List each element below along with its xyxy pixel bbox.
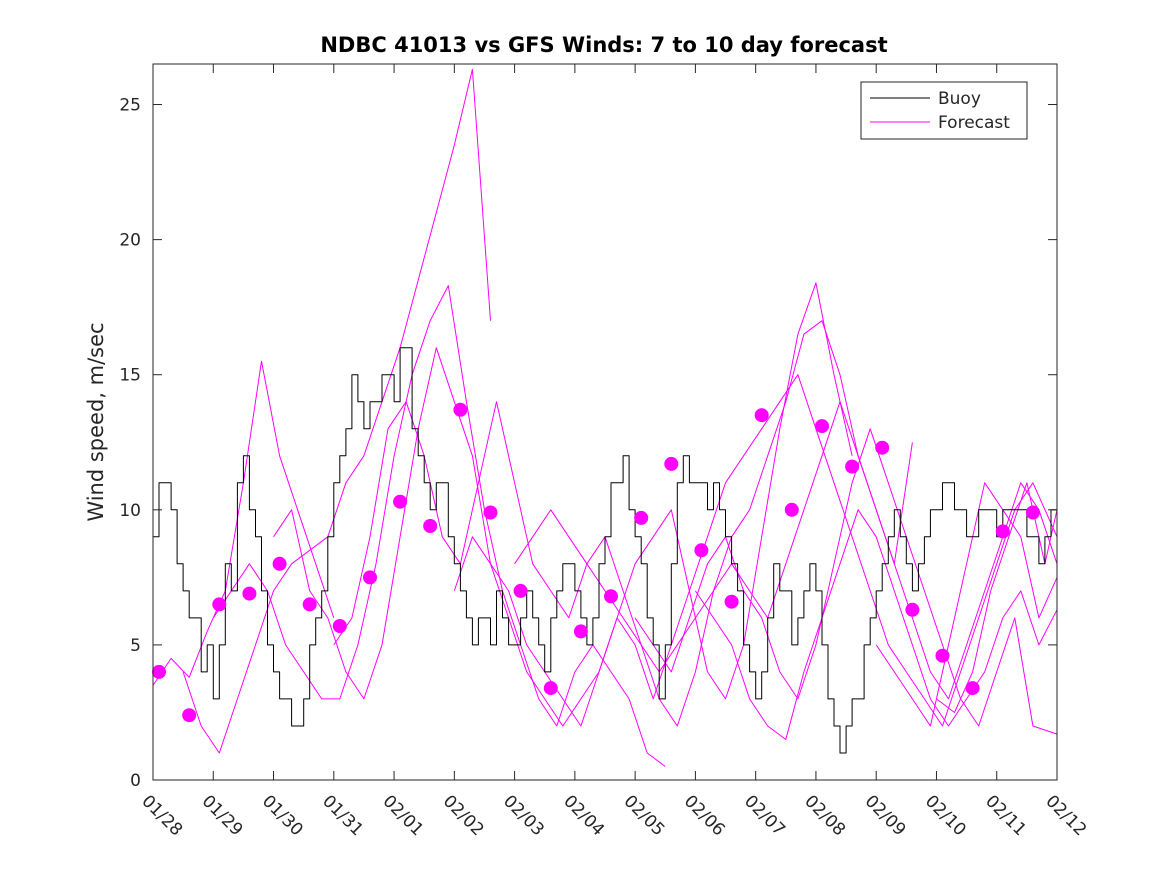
y-axis-label: Wind speed, m/sec bbox=[84, 322, 108, 521]
forecast-mean-marker bbox=[754, 408, 769, 423]
forecast-mean-marker bbox=[664, 456, 679, 471]
legend-buoy-label: Buoy bbox=[938, 89, 981, 109]
y-tick-label: 20 bbox=[119, 231, 141, 251]
forecast-mean-marker bbox=[152, 664, 166, 679]
forecast-mean-marker bbox=[332, 619, 347, 633]
forecast-mean-marker bbox=[784, 502, 799, 517]
forecast-mean-marker bbox=[423, 519, 438, 533]
forecast-mean-marker bbox=[573, 624, 588, 639]
forecast-mean-marker bbox=[302, 597, 317, 612]
forecast-mean-marker bbox=[272, 556, 287, 571]
forecast-mean-marker bbox=[965, 681, 980, 696]
y-tick-label: 15 bbox=[119, 366, 141, 386]
buoy-series-line bbox=[153, 347, 1057, 754]
forecast-mean-marker bbox=[845, 459, 860, 474]
forecast-series-line-8 bbox=[634, 428, 1058, 735]
chart-title: NDBC 41013 vs GFS Winds: 7 to 10 day for… bbox=[320, 33, 887, 57]
series-layer bbox=[152, 68, 1058, 767]
forecast-mean-marker bbox=[242, 586, 257, 601]
forecast-series-line-11 bbox=[936, 482, 1058, 713]
plot-axes-box bbox=[152, 63, 1058, 781]
y-tick-label: 10 bbox=[119, 501, 141, 521]
y-tick-label: 5 bbox=[130, 636, 141, 656]
forecast-mean-marker bbox=[694, 543, 709, 558]
forecast-mean-marker bbox=[513, 583, 528, 598]
forecast-mean-marker bbox=[724, 594, 739, 609]
forecast-series-line-4 bbox=[273, 282, 853, 727]
legend-forecast-label: Forecast bbox=[938, 113, 1010, 133]
forecast-mean-marker bbox=[935, 648, 950, 663]
legend-box bbox=[860, 81, 1028, 140]
forecast-mean-marker bbox=[905, 602, 920, 617]
forecast-mean-marker bbox=[543, 681, 558, 696]
forecast-mean-marker bbox=[212, 597, 227, 612]
forecast-series-line-10 bbox=[875, 482, 1058, 727]
y-tick-label: 25 bbox=[119, 96, 141, 116]
forecast-mean-marker bbox=[363, 570, 377, 585]
forecast-series-line-3 bbox=[212, 285, 666, 767]
forecast-mean-marker bbox=[483, 505, 498, 520]
forecast-mean-marker bbox=[182, 708, 197, 723]
forecast-series-line-2 bbox=[182, 68, 491, 754]
forecast-mean-marker bbox=[1025, 505, 1040, 520]
forecast-mean-marker bbox=[815, 419, 829, 434]
forecast-mean-marker bbox=[995, 524, 1010, 539]
forecast-mean-marker bbox=[453, 402, 468, 417]
forecast-series-line-7 bbox=[514, 401, 1058, 700]
forecast-series-line-9 bbox=[694, 509, 1058, 740]
y-tick-label: 0 bbox=[130, 771, 141, 791]
forecast-mean-marker bbox=[634, 510, 649, 525]
legend: Buoy Forecast bbox=[860, 81, 1028, 140]
forecast-mean-marker bbox=[604, 589, 618, 604]
forecast-mean-marker bbox=[875, 440, 890, 455]
forecast-mean-marker bbox=[393, 494, 408, 509]
